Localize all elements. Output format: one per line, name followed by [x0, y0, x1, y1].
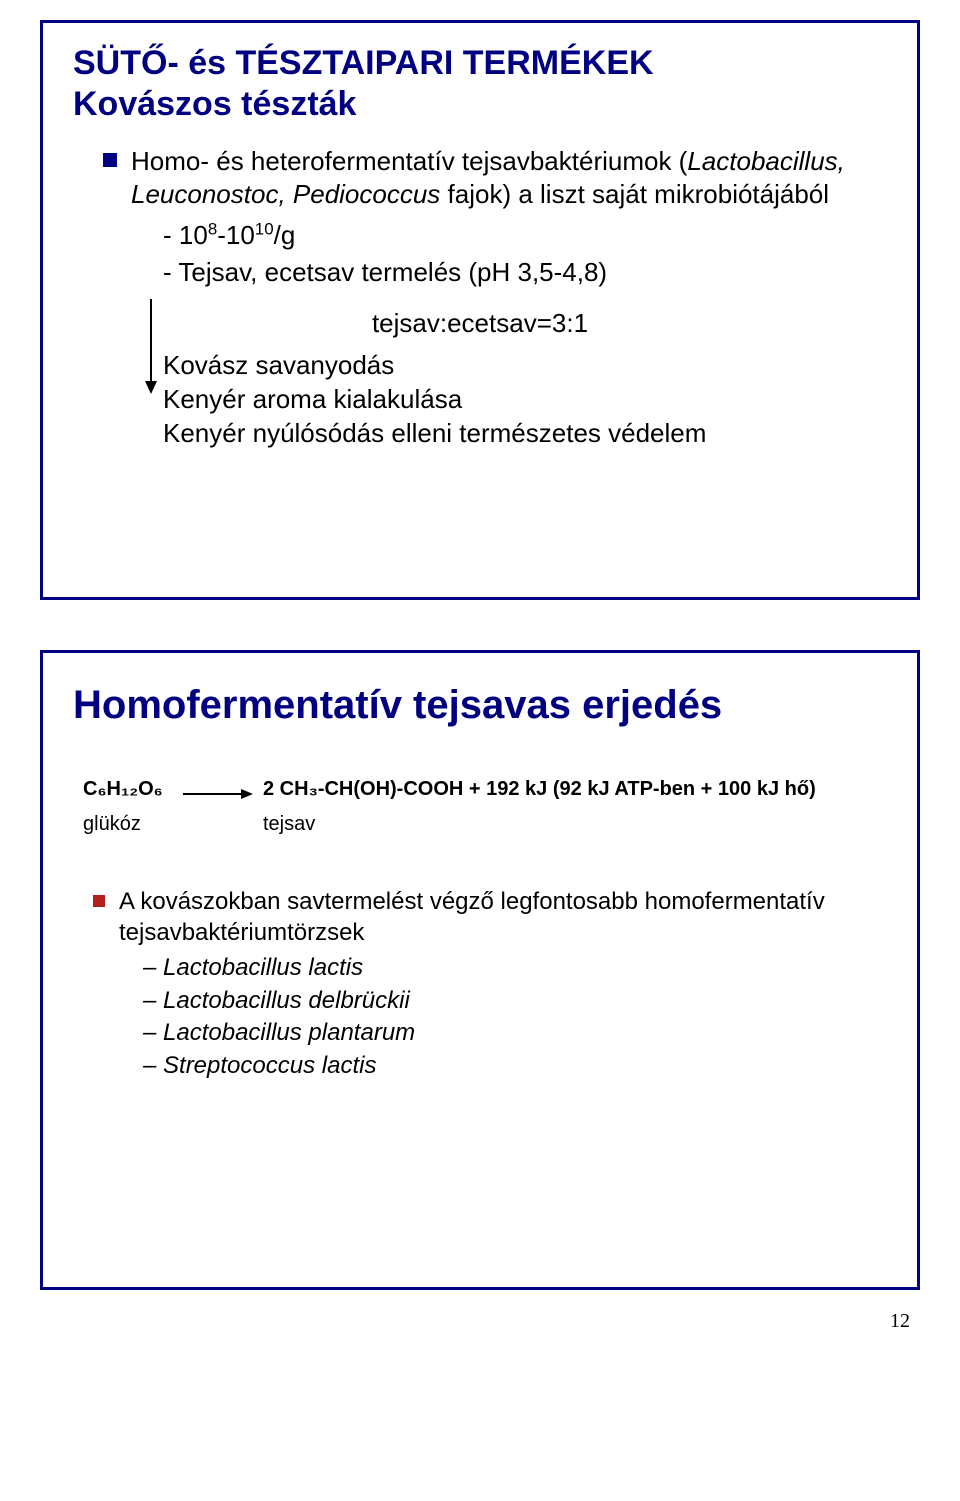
bullet-prefix: Homo- és heterofermentatív tejsavbaktéri…: [131, 146, 687, 176]
res2: Kenyér aroma kialakulása: [163, 383, 887, 417]
strain-c: Lactobacillus plantarum: [143, 1017, 887, 1049]
slide1-bullet: Homo- és heterofermentatív tejsavbaktéri…: [103, 145, 887, 213]
eq-left: C₆H₁₂O₆: [83, 778, 183, 801]
res3: Kenyér nyúlósódás elleni természetes véd…: [163, 417, 887, 451]
ratio-text: tejsav:ecetsav=3:1: [73, 308, 887, 339]
bullet-square-icon: [103, 153, 117, 167]
slide1-title: SÜTŐ- és TÉSZTAIPARI TERMÉKEK Kovászos t…: [73, 43, 887, 125]
s1e: /g: [274, 220, 296, 250]
slide2-bullet-text: A kovászokban savtermelést végző legfont…: [119, 886, 887, 948]
s1d: 10: [255, 220, 274, 239]
sub-item-2: - Tejsav, ecetsav termelés (pH 3,5-4,8): [163, 255, 887, 290]
slide2-title: Homofermentatív tejsavas erjedés: [73, 683, 887, 728]
slide-1: SÜTŐ- és TÉSZTAIPARI TERMÉKEK Kovászos t…: [40, 20, 920, 600]
eq-labels: glükóz tejsav: [83, 813, 887, 836]
bullet-square-red-icon: [93, 895, 105, 907]
eq-label-glucose: glükóz: [83, 813, 183, 836]
eq-label-spacer: [183, 813, 263, 836]
arrow-right-icon: [183, 778, 263, 807]
result-list: Kovász savanyodás Kenyér aroma kialakulá…: [163, 349, 887, 450]
strain-b: Lactobacillus delbrückii: [143, 985, 887, 1017]
page-number: 12: [0, 1310, 910, 1333]
strain-a: Lactobacillus lactis: [143, 952, 887, 984]
s1c: -10: [217, 220, 255, 250]
bullet-suffix: fajok) a liszt saját mikrobiótájából: [448, 179, 830, 209]
slide-2: Homofermentatív tejsavas erjedés C₆H₁₂O₆…: [40, 650, 920, 1290]
slide1-bullet-text: Homo- és heterofermentatív tejsavbaktéri…: [131, 145, 887, 213]
sub-item-1: - 108-1010/g: [163, 218, 887, 253]
s1a: - 10: [163, 220, 208, 250]
page: SÜTŐ- és TÉSZTAIPARI TERMÉKEK Kovászos t…: [0, 20, 960, 1333]
eq-label-lactic: tejsav: [263, 813, 315, 836]
eq-right: 2 CH₃-CH(OH)-COOH + 192 kJ (92 kJ ATP-be…: [263, 778, 887, 801]
arrow-block: Kovász savanyodás Kenyér aroma kialakulá…: [163, 349, 887, 450]
strain-d: Streptococcus lactis: [143, 1050, 887, 1082]
res1: Kovász savanyodás: [163, 349, 887, 383]
strain-list: Lactobacillus lactis Lactobacillus delbr…: [143, 952, 887, 1082]
slide1-sublist: - 108-1010/g - Tejsav, ecetsav termelés …: [163, 218, 887, 290]
title-line1: SÜTŐ- és TÉSZTAIPARI TERMÉKEK: [73, 44, 654, 82]
title-line2: Kovászos tészták: [73, 85, 356, 123]
equation: C₆H₁₂O₆ 2 CH₃-CH(OH)-COOH + 192 kJ (92 k…: [83, 778, 887, 807]
arrow-down-icon: [131, 299, 171, 399]
slide2-bullet: A kovászokban savtermelést végző legfont…: [93, 886, 887, 948]
s1b: 8: [208, 220, 217, 239]
